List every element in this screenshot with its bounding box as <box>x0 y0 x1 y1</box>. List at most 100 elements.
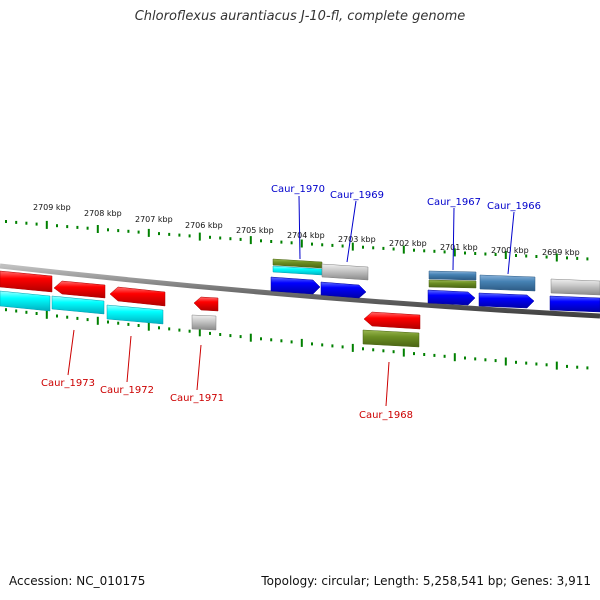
top-ruler-minor-tick <box>331 243 334 247</box>
bottom-ruler-minor-tick <box>545 363 548 367</box>
bottom-ruler-minor-tick <box>290 340 293 344</box>
top-ruler-major-tick <box>351 242 354 251</box>
top-ruler-minor-tick <box>494 253 497 256</box>
bottom-ruler-minor-tick <box>535 362 538 366</box>
top-ruler-minor-tick <box>413 248 415 252</box>
top-ruler-minor-tick <box>117 229 120 233</box>
top-ruler-minor-tick <box>270 240 273 243</box>
top-ruler-minor-tick <box>464 251 466 255</box>
gene-label-caur-1968[interactable]: Caur_1968 <box>359 410 413 421</box>
bottom-ruler-minor-tick <box>168 327 171 331</box>
top-ruler-minor-tick <box>76 225 79 229</box>
scale-label: 2703 kbp <box>338 235 376 244</box>
bottom-ruler-minor-tick <box>209 331 211 335</box>
bottom-ruler-major-tick <box>198 328 201 337</box>
map-title: Chloroflexus aurantiacus J-10-fl, comple… <box>134 9 466 24</box>
gene-label-caur-1973[interactable]: Caur_1973 <box>41 378 95 389</box>
top-ruler-minor-tick <box>137 230 140 234</box>
feature-caur-1969[interactable] <box>320 263 369 299</box>
feature-caur-1966[interactable] <box>478 274 536 309</box>
gene-label-caur-1969[interactable]: Caur_1969 <box>330 190 384 201</box>
bottom-ruler-minor-tick <box>423 353 426 356</box>
bottom-ruler-minor-tick <box>219 333 222 336</box>
top-ruler-minor-tick <box>35 222 38 226</box>
top-ruler-minor-tick <box>423 249 426 253</box>
scale-label: 2707 kbp <box>135 215 173 224</box>
bottom-ruler-minor-tick <box>464 356 466 360</box>
feature-caur-1967[interactable] <box>427 270 477 306</box>
bottom-ruler-minor-tick <box>127 322 130 326</box>
top-ruler-minor-tick <box>535 255 538 258</box>
bottom-ruler-major-tick <box>453 353 456 362</box>
bottom-ruler-minor-tick <box>494 359 497 363</box>
feature-caur-1970[interactable] <box>270 258 323 295</box>
scale-label: 2706 kbp <box>185 221 223 230</box>
top-ruler-major-tick <box>300 239 303 248</box>
top-ruler-major-tick <box>249 236 252 245</box>
bottom-ruler-major-tick <box>249 333 252 342</box>
bottom-ruler-minor-tick <box>372 348 375 352</box>
top-ruler-minor-tick <box>127 229 130 233</box>
bottom-ruler-minor-tick <box>515 360 517 364</box>
bottom-ruler-minor-tick <box>86 318 89 322</box>
bottom-ruler-minor-tick <box>474 357 477 361</box>
top-ruler-minor-tick <box>219 236 222 240</box>
top-ruler-minor-tick <box>158 232 160 236</box>
top-ruler-minor-tick <box>25 221 28 225</box>
bottom-ruler-major-tick <box>555 361 558 370</box>
bottom-ruler-minor-tick <box>15 309 18 313</box>
top-ruler-minor-tick <box>372 246 375 250</box>
top-ruler-minor-tick <box>474 252 477 255</box>
bottom-ruler-minor-tick <box>433 353 436 357</box>
top-ruler-minor-tick <box>443 250 446 254</box>
top-ruler-minor-tick <box>229 237 232 241</box>
feature-caur-1968[interactable] <box>362 311 421 348</box>
feature-caur-1971[interactable] <box>191 296 219 331</box>
bottom-ruler-minor-tick <box>280 339 283 343</box>
top-ruler-minor-tick <box>168 232 171 236</box>
top-ruler-minor-tick <box>66 225 69 229</box>
top-ruler-minor-tick <box>188 234 191 238</box>
top-ruler-minor-tick <box>392 247 395 251</box>
gene-label-caur-1966[interactable]: Caur_1966 <box>487 201 541 212</box>
top-ruler-minor-tick <box>290 241 293 245</box>
gene-label-caur-1967[interactable]: Caur_1967 <box>427 197 481 208</box>
top-ruler-minor-tick <box>382 246 385 250</box>
gene-label-caur-1971[interactable]: Caur_1971 <box>170 393 224 404</box>
bottom-ruler-minor-tick <box>56 314 58 318</box>
bottom-ruler-minor-tick <box>5 308 7 312</box>
scale-label: 2701 kbp <box>440 243 478 252</box>
top-ruler-major-tick <box>402 245 405 254</box>
top-ruler-major-tick <box>504 251 507 259</box>
top-ruler-major-tick <box>555 253 558 262</box>
bottom-ruler-minor-tick <box>229 334 232 338</box>
bottom-ruler-minor-tick <box>107 320 109 324</box>
bottom-ruler-minor-tick <box>158 326 160 330</box>
scale-ticks-top <box>5 220 589 262</box>
bottom-ruler-major-tick <box>402 348 405 357</box>
bottom-ruler-minor-tick <box>137 324 140 327</box>
bottom-ruler-major-tick <box>96 316 99 325</box>
scale-ticks-bottom <box>5 308 589 370</box>
bottom-ruler-minor-tick <box>178 328 181 332</box>
top-ruler-major-tick <box>96 225 99 233</box>
scale-label: 2709 kbp <box>33 203 71 212</box>
top-ruler-minor-tick <box>239 237 242 241</box>
bottom-ruler-major-tick <box>45 310 48 319</box>
feature-caur-1972[interactable] <box>51 280 166 325</box>
bottom-ruler-minor-tick <box>35 312 38 315</box>
top-ruler-minor-tick <box>566 256 568 260</box>
gene-label-caur-1970[interactable]: Caur_1970 <box>271 184 325 195</box>
bottom-ruler-minor-tick <box>566 364 568 368</box>
feature-partial-right[interactable] <box>549 278 600 313</box>
bottom-ruler-major-tick <box>300 338 303 347</box>
bottom-ruler-minor-tick <box>117 321 120 325</box>
bottom-ruler-minor-tick <box>362 347 364 351</box>
top-ruler-minor-tick <box>311 242 313 246</box>
top-ruler-minor-tick <box>209 235 211 239</box>
top-ruler-minor-tick <box>321 243 324 247</box>
feature-caur-1973[interactable] <box>0 270 53 312</box>
bottom-ruler-major-tick <box>147 322 150 331</box>
top-ruler-minor-tick <box>280 240 283 244</box>
gene-label-caur-1972[interactable]: Caur_1972 <box>100 385 154 396</box>
